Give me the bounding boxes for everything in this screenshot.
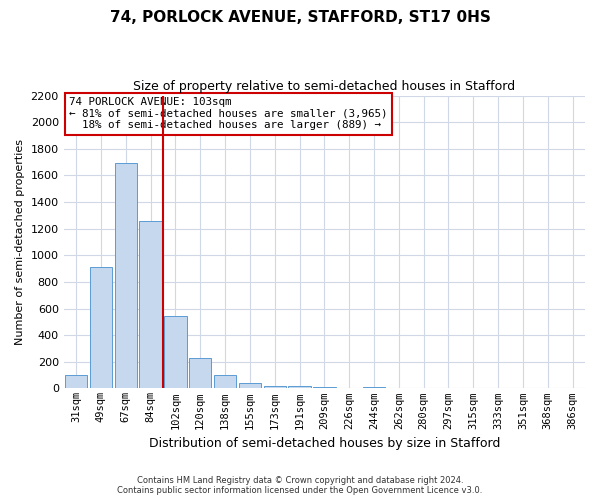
X-axis label: Distribution of semi-detached houses by size in Stafford: Distribution of semi-detached houses by … [149, 437, 500, 450]
Bar [289, 386, 311, 388]
Bar [65, 376, 87, 388]
Bar [189, 358, 211, 388]
Bar [313, 387, 335, 388]
Bar [90, 267, 112, 388]
Bar [164, 316, 187, 388]
Y-axis label: Number of semi-detached properties: Number of semi-detached properties [15, 139, 25, 345]
Text: 74, PORLOCK AVENUE, STAFFORD, ST17 0HS: 74, PORLOCK AVENUE, STAFFORD, ST17 0HS [110, 10, 490, 25]
Title: Size of property relative to semi-detached houses in Stafford: Size of property relative to semi-detach… [133, 80, 515, 93]
Bar [139, 221, 162, 388]
Text: 74 PORLOCK AVENUE: 103sqm
← 81% of semi-detached houses are smaller (3,965)
  18: 74 PORLOCK AVENUE: 103sqm ← 81% of semi-… [69, 97, 388, 130]
Text: Contains HM Land Registry data © Crown copyright and database right 2024.
Contai: Contains HM Land Registry data © Crown c… [118, 476, 482, 495]
Bar [115, 162, 137, 388]
Bar [363, 387, 385, 388]
Bar [214, 374, 236, 388]
Bar [263, 386, 286, 388]
Bar [239, 383, 261, 388]
